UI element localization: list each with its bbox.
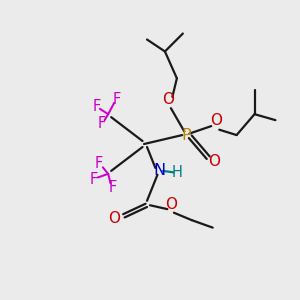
Text: F: F (89, 172, 98, 188)
Text: P: P (181, 128, 190, 142)
Text: F: F (95, 156, 103, 171)
Text: F: F (98, 116, 106, 130)
Text: F: F (113, 92, 121, 107)
Text: O: O (210, 112, 222, 128)
Text: F: F (92, 99, 100, 114)
Text: O: O (208, 154, 220, 169)
Text: O: O (162, 92, 174, 107)
Text: N: N (153, 164, 165, 178)
Text: O: O (108, 211, 120, 226)
Text: H: H (171, 165, 182, 180)
Text: F: F (109, 180, 117, 195)
Text: O: O (165, 197, 177, 212)
